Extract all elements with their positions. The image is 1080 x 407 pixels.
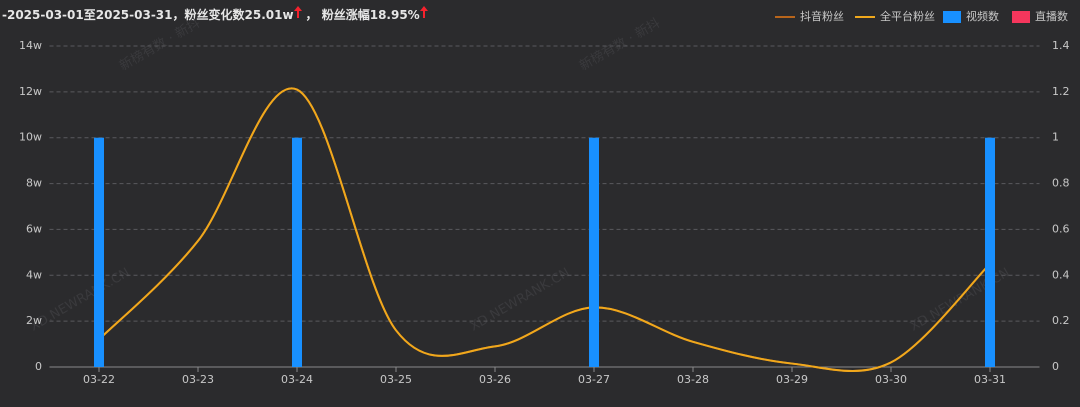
y2-tick-label: 0.6	[1052, 222, 1070, 235]
y2-tick-label: 0.2	[1052, 314, 1070, 327]
x-tick-label: 03-24	[281, 373, 313, 386]
y-tick-label: 0	[35, 360, 42, 373]
line	[98, 87, 991, 372]
range-text: -2025-03-01至2025-03-31，粉丝变化数25.01w	[2, 8, 294, 22]
up-arrow	[419, 6, 428, 18]
y-tick-label: 12w	[19, 85, 42, 98]
legend-label: 全平台粉丝	[880, 9, 935, 23]
x-tick-label: 03-30	[875, 373, 907, 386]
y-tick-label: 6w	[26, 222, 42, 235]
x-tick-label: 03-28	[677, 373, 709, 386]
growth-text: ， 粉丝涨幅18.95%	[305, 8, 420, 22]
y2-tick-label: 0.4	[1052, 268, 1070, 281]
y2-tick-label: 0	[1052, 360, 1059, 373]
up-arrow	[293, 6, 302, 18]
x-tick-label: 03-26	[479, 373, 511, 386]
x-tick-label: 03-23	[182, 373, 214, 386]
y2-tick-label: 1.4	[1052, 39, 1070, 52]
bar	[292, 137, 302, 367]
bar	[94, 137, 104, 367]
watermark: 新榜有数 · 新抖	[117, 15, 203, 74]
legend-label: 抖音粉丝	[800, 9, 844, 23]
y-tick-label: 8w	[26, 177, 42, 190]
x-tick-label: 03-29	[776, 373, 808, 386]
y2-tick-label: 1	[1052, 131, 1059, 144]
x-tick-label: 03-22	[83, 373, 115, 386]
y2-tick-label: 0.8	[1052, 177, 1070, 190]
legend-label: 直播数	[1035, 9, 1068, 23]
legend-label: 视频数	[966, 9, 999, 23]
y-tick-label: 4w	[26, 268, 42, 281]
legend-swatch	[943, 11, 961, 23]
watermark: 新榜有数 · 新抖	[577, 15, 663, 74]
x-tick-label: 03-31	[974, 373, 1006, 386]
bar	[589, 137, 599, 367]
bar	[985, 137, 995, 367]
x-tick-label: 03-27	[578, 373, 610, 386]
legend-swatch	[1012, 11, 1030, 23]
y-tick-label: 2w	[26, 314, 42, 327]
y-tick-label: 10w	[19, 131, 42, 144]
y2-tick-label: 1.2	[1052, 85, 1070, 98]
x-tick-label: 03-25	[380, 373, 412, 386]
y-tick-label: 14w	[19, 39, 42, 52]
header: -2025-03-01至2025-03-31，粉丝变化数25.01w ， 粉丝涨幅…	[2, 6, 432, 23]
